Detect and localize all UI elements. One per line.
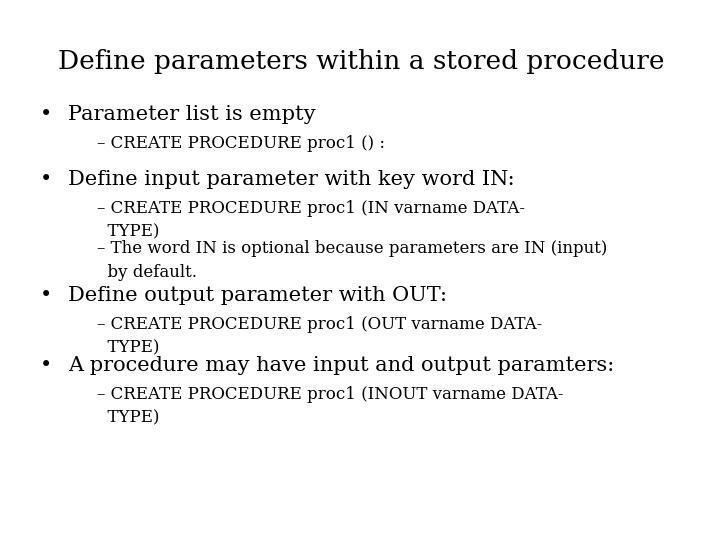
Text: Define parameters within a stored procedure: Define parameters within a stored proced… xyxy=(58,49,664,73)
Text: •: • xyxy=(40,170,52,189)
Text: Define input parameter with key word IN:: Define input parameter with key word IN: xyxy=(68,170,515,189)
Text: – CREATE PROCEDURE proc1 (IN varname DATA-
  TYPE): – CREATE PROCEDURE proc1 (IN varname DAT… xyxy=(97,200,525,240)
Text: – CREATE PROCEDURE proc1 (OUT varname DATA-
  TYPE): – CREATE PROCEDURE proc1 (OUT varname DA… xyxy=(97,316,542,356)
Text: – CREATE PROCEDURE proc1 () :: – CREATE PROCEDURE proc1 () : xyxy=(97,135,385,152)
Text: •: • xyxy=(40,356,52,375)
Text: •: • xyxy=(40,105,52,124)
Text: •: • xyxy=(40,286,52,305)
Text: Define output parameter with OUT:: Define output parameter with OUT: xyxy=(68,286,447,305)
Text: – The word IN is optional because parameters are IN (input)
  by default.: – The word IN is optional because parame… xyxy=(97,240,608,281)
Text: – CREATE PROCEDURE proc1 (INOUT varname DATA-
  TYPE): – CREATE PROCEDURE proc1 (INOUT varname … xyxy=(97,386,564,427)
Text: Parameter list is empty: Parameter list is empty xyxy=(68,105,316,124)
Text: A procedure may have input and output paramters:: A procedure may have input and output pa… xyxy=(68,356,615,375)
